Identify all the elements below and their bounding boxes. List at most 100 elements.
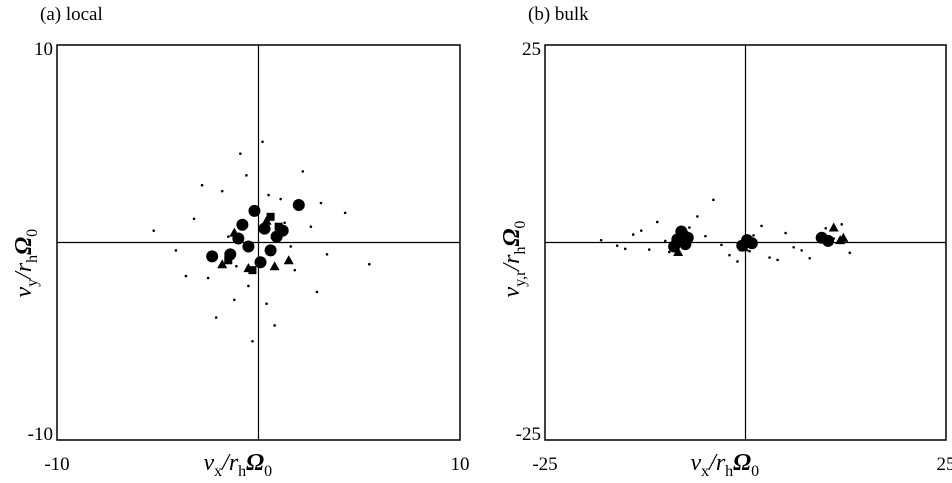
point (293, 268, 297, 272)
point (615, 244, 619, 247)
label-part: x (701, 463, 709, 480)
label-part: v (11, 287, 37, 298)
y-tick-label: -25 (516, 424, 541, 445)
x-tick-label: 25 (937, 454, 952, 475)
point (752, 234, 755, 237)
point (343, 211, 347, 215)
point (206, 250, 219, 263)
x-axis-label: vx/rhΩ0 (691, 450, 760, 480)
point (647, 248, 651, 251)
label-part: h (512, 247, 529, 255)
point (226, 235, 230, 238)
label-part: Ω (11, 237, 37, 255)
label-part: 0 (24, 229, 41, 237)
point (776, 258, 779, 262)
label-part: Ω (733, 450, 751, 476)
label-part: h (725, 463, 733, 480)
point (236, 218, 249, 231)
y-axis-label: vy/rhΩ0 (11, 229, 41, 298)
point (247, 284, 250, 288)
point (265, 302, 268, 306)
point (745, 237, 758, 250)
point (261, 215, 272, 225)
point (264, 244, 277, 257)
point (200, 183, 204, 187)
label-part: 0 (512, 221, 529, 229)
label-part: /r (220, 450, 239, 476)
point (283, 221, 286, 225)
x-tick-label: 10 (451, 454, 470, 475)
point (315, 290, 319, 294)
x-tick-label: -25 (532, 454, 557, 475)
point (229, 227, 240, 237)
point (319, 201, 323, 205)
point (274, 222, 283, 231)
point (704, 234, 707, 238)
point (217, 259, 228, 269)
point (368, 262, 371, 266)
point (254, 256, 267, 269)
point (242, 240, 255, 253)
point (822, 234, 835, 247)
point (266, 212, 275, 221)
point (270, 230, 283, 243)
point (292, 198, 305, 211)
point (267, 193, 270, 197)
point (214, 316, 218, 319)
point (623, 247, 627, 251)
point (192, 217, 196, 221)
point (673, 246, 684, 256)
label-part: v (204, 450, 215, 476)
point (655, 220, 659, 224)
point (631, 233, 635, 236)
point (688, 226, 691, 229)
y-axis-label: vy,r/rhΩ0 (499, 221, 529, 298)
y-tick-label: 25 (522, 39, 541, 60)
point (728, 253, 731, 257)
point (245, 174, 248, 177)
point (248, 266, 257, 275)
label-part: /r (11, 262, 37, 281)
label-part: Ω (246, 450, 264, 476)
point (248, 204, 261, 217)
point (712, 198, 715, 202)
point (301, 170, 305, 173)
point (848, 251, 852, 255)
y-tick-label: -10 (28, 424, 53, 445)
point (239, 152, 242, 155)
label-part: h (238, 463, 246, 480)
point (325, 253, 329, 256)
point (184, 274, 188, 278)
point (748, 249, 751, 253)
point (283, 255, 294, 265)
label-part: Ω (499, 229, 525, 247)
label-part: x (214, 463, 222, 480)
point (838, 232, 849, 242)
point (738, 242, 749, 252)
label-part: 0 (264, 463, 272, 480)
label-part: /r (707, 450, 726, 476)
label-part: v (691, 450, 702, 476)
point (800, 249, 803, 252)
point (261, 140, 264, 144)
y-tick-label: 10 (34, 39, 53, 60)
panel-title: (b) bulk (528, 4, 589, 25)
label-part: v (499, 287, 525, 298)
label-part: y,r (512, 270, 529, 287)
point (279, 197, 282, 201)
point (784, 231, 787, 235)
point (639, 229, 643, 232)
label-part: h (24, 255, 41, 263)
point (760, 224, 763, 228)
point (224, 256, 233, 265)
point (220, 189, 224, 193)
point (206, 276, 210, 280)
point (668, 250, 671, 254)
point (824, 226, 827, 230)
label-part: 0 (751, 463, 759, 480)
point (808, 257, 811, 260)
point (664, 239, 667, 243)
